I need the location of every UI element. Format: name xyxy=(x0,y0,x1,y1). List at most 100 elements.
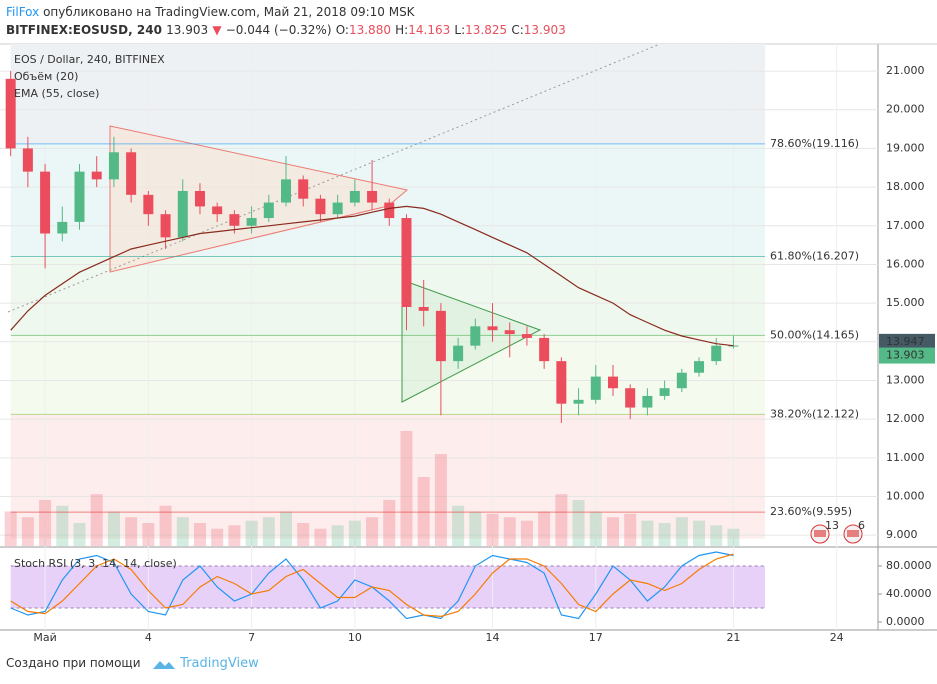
volume-bar xyxy=(710,525,723,546)
fib-band xyxy=(10,414,765,513)
volume-bar xyxy=(73,523,86,546)
candle-body xyxy=(298,179,309,199)
y-tick-label: 10.000 xyxy=(886,489,925,502)
candle-body xyxy=(91,171,102,180)
badge-count: 13 xyxy=(825,519,839,532)
author[interactable]: FilFox xyxy=(6,5,40,19)
y-tick-label: 13.000 xyxy=(886,373,925,386)
volume-bar xyxy=(452,505,465,546)
candle-body xyxy=(126,152,137,195)
volume-bar xyxy=(366,517,379,546)
candle-body xyxy=(349,190,360,203)
volume-bar xyxy=(159,505,172,546)
candle-body xyxy=(177,190,188,238)
volume-bar xyxy=(434,454,447,546)
y-tick-label: 17.000 xyxy=(886,219,925,232)
fib-label: 50.00%(14.165) xyxy=(770,328,859,341)
candle-body xyxy=(470,326,481,346)
volume-bar xyxy=(280,511,293,546)
quote-line: BITFINEX:EOSUSD, 240 13.903 ▼ −0.044 (−0… xyxy=(6,23,566,37)
chart-title: EOS / Dollar, 240, BITFINEX xyxy=(14,53,165,66)
candle-body xyxy=(539,337,550,362)
candle-body xyxy=(625,388,636,408)
header-line: FilFox опубликовано на TradingView.com, … xyxy=(6,5,415,19)
o-label: O: xyxy=(335,23,349,37)
candle-body xyxy=(22,148,33,172)
volume-bar xyxy=(176,517,189,546)
candle-body xyxy=(435,310,446,362)
last: 13.903 xyxy=(166,23,209,37)
fib-label: 61.80%(16.207) xyxy=(770,249,859,262)
volume-bar xyxy=(624,513,637,546)
volume-bar xyxy=(400,431,413,546)
price-label: 13.947 xyxy=(886,335,925,348)
candle-body xyxy=(590,376,601,400)
volume-bar xyxy=(555,494,568,546)
candle-body xyxy=(246,218,257,226)
candle-body xyxy=(212,206,223,215)
candle-body xyxy=(160,214,171,238)
candle-body xyxy=(556,361,567,404)
candle-body xyxy=(194,190,205,207)
volume-bar xyxy=(503,517,516,546)
candle-body xyxy=(108,152,119,180)
made-with: Создано при помощи xyxy=(6,656,141,670)
candle-body xyxy=(676,372,687,389)
candle-body xyxy=(229,214,240,226)
candle-body xyxy=(659,388,670,396)
badge-count: 6 xyxy=(858,519,865,532)
fib-label: 38.20%(12.122) xyxy=(770,407,859,420)
c: 13.903 xyxy=(523,23,566,37)
candle-body xyxy=(57,221,68,234)
volume-bar xyxy=(693,520,706,546)
volume-bar xyxy=(228,525,241,546)
volume-bar xyxy=(142,523,155,546)
stoch-line xyxy=(10,553,734,618)
candle-body xyxy=(607,376,618,389)
change: −0.044 (−0.32%) xyxy=(225,23,332,37)
y-tick-label: 15.000 xyxy=(886,296,925,309)
fib-band xyxy=(10,44,765,144)
volume-bar xyxy=(417,477,430,546)
volume-bar xyxy=(727,528,740,546)
brand[interactable]: TradingView xyxy=(180,656,259,671)
candle-body xyxy=(384,202,395,219)
volume-bar xyxy=(56,505,69,546)
candle-body xyxy=(573,399,584,404)
c-label: C: xyxy=(511,23,524,37)
volume-bar xyxy=(486,513,499,546)
y-tick-label: 18.000 xyxy=(886,180,925,193)
y-tick-label: 19.000 xyxy=(886,141,925,154)
l-label: L: xyxy=(454,23,466,37)
volume-bar xyxy=(4,511,17,546)
candle-body xyxy=(401,218,412,307)
x-tick-label: 21 xyxy=(726,631,740,644)
candle-body xyxy=(453,345,464,362)
fib-label: 23.60%(9.595) xyxy=(770,505,852,518)
candle-body xyxy=(694,361,705,373)
ema-line xyxy=(10,205,734,347)
logo xyxy=(153,660,176,669)
x-tick-label: 10 xyxy=(348,631,362,644)
volume-bar xyxy=(245,520,258,546)
volume-bar xyxy=(39,500,52,546)
y-tick-label: 9.000 xyxy=(886,528,918,541)
volume-bar xyxy=(589,511,602,546)
arrow: ▼ xyxy=(212,23,222,37)
volume-bar xyxy=(331,525,344,546)
x-tick-label: 24 xyxy=(830,631,844,644)
published: опубликовано на TradingView.com, Май 21,… xyxy=(43,5,415,19)
legend-entry: Объём (20) xyxy=(14,70,78,83)
l: 13.825 xyxy=(465,23,508,37)
footer: Создано при помощи TradingView xyxy=(6,656,259,671)
y-tick-label: 12.000 xyxy=(886,412,925,425)
y-tick-label: 21.000 xyxy=(886,64,925,77)
volume-bar xyxy=(297,523,310,546)
y-tick-label: 11.000 xyxy=(886,451,925,464)
badge-flag xyxy=(814,530,826,537)
candle-body xyxy=(332,202,343,215)
volume-bar xyxy=(469,511,482,546)
o: 13.880 xyxy=(348,23,391,37)
fib-band xyxy=(10,256,765,336)
